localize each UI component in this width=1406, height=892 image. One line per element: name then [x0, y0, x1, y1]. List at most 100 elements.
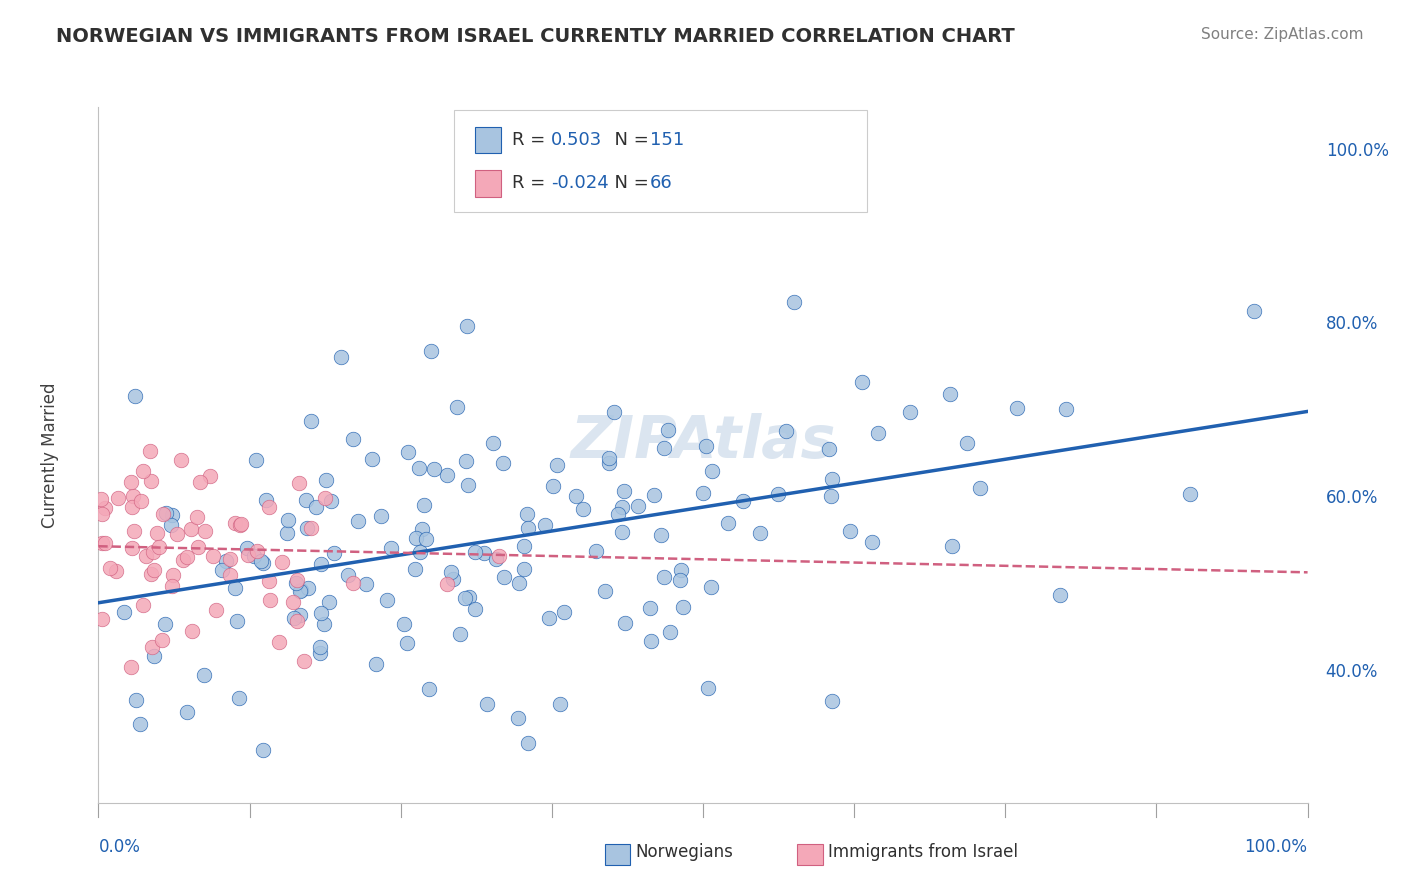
Point	[456, 319, 478, 334]
Point	[408, 460, 430, 475]
Point	[148, 540, 170, 554]
Point	[821, 694, 844, 708]
Point	[508, 575, 530, 590]
Point	[150, 632, 173, 647]
Text: -0.024: -0.024	[551, 174, 609, 193]
Point	[252, 557, 274, 571]
Point	[315, 473, 337, 487]
Point	[299, 415, 322, 429]
Point	[295, 493, 318, 508]
Point	[284, 576, 307, 591]
Point	[112, 605, 135, 619]
Text: ZIPAtlas: ZIPAtlas	[571, 412, 835, 469]
Point	[485, 551, 508, 566]
Text: Source: ZipAtlas.com: Source: ZipAtlas.com	[1201, 27, 1364, 42]
Point	[423, 461, 446, 475]
Point	[297, 521, 319, 535]
Point	[309, 606, 332, 620]
Text: N =: N =	[603, 174, 655, 193]
Point	[652, 442, 675, 456]
Point	[228, 691, 250, 706]
Point	[860, 534, 883, 549]
Point	[259, 592, 281, 607]
Point	[141, 567, 163, 582]
Point	[612, 525, 634, 540]
Point	[613, 484, 636, 499]
Point	[314, 491, 336, 505]
Point	[820, 489, 842, 503]
Point	[166, 527, 188, 541]
Point	[553, 605, 575, 619]
Point	[1243, 304, 1265, 318]
Point	[285, 573, 308, 587]
Point	[585, 544, 607, 558]
Text: Currently Married: Currently Married	[41, 382, 59, 528]
Point	[411, 522, 433, 536]
Point	[153, 616, 176, 631]
Point	[361, 451, 384, 466]
Point	[245, 543, 267, 558]
Point	[139, 474, 162, 488]
Point	[939, 386, 962, 401]
Point	[290, 583, 312, 598]
Point	[162, 508, 184, 523]
Point	[132, 598, 155, 612]
Point	[492, 456, 515, 470]
Text: 80.0%: 80.0%	[1326, 316, 1378, 334]
Point	[1180, 487, 1202, 501]
Point	[534, 517, 557, 532]
Point	[506, 711, 529, 725]
Point	[607, 507, 630, 521]
Text: R =: R =	[512, 174, 551, 193]
Point	[225, 614, 247, 628]
Point	[238, 548, 260, 562]
Point	[337, 568, 360, 582]
Point	[1005, 401, 1028, 416]
Point	[449, 626, 471, 640]
Point	[277, 513, 299, 527]
Point	[139, 444, 162, 458]
Point	[595, 584, 617, 599]
Point	[695, 439, 717, 453]
Point	[329, 351, 352, 365]
Point	[454, 454, 477, 468]
Point	[215, 554, 238, 568]
Point	[464, 602, 486, 616]
Point	[292, 655, 315, 669]
Point	[187, 541, 209, 555]
Point	[121, 500, 143, 515]
Point	[603, 405, 626, 419]
Text: Immigrants from Israel: Immigrants from Israel	[828, 843, 1018, 861]
Point	[394, 617, 416, 632]
Point	[672, 600, 695, 615]
Point	[851, 376, 873, 390]
Point	[657, 423, 679, 437]
Point	[396, 445, 419, 459]
Point	[143, 649, 166, 664]
Point	[135, 549, 157, 563]
Point	[224, 516, 246, 530]
Point	[287, 476, 309, 491]
Text: Norwegians: Norwegians	[636, 843, 734, 861]
Point	[650, 528, 672, 542]
Point	[90, 492, 112, 507]
Point	[464, 545, 486, 559]
Point	[281, 595, 304, 609]
Point	[716, 516, 738, 530]
Point	[308, 640, 330, 655]
Point	[446, 400, 468, 414]
Point	[610, 500, 633, 514]
Point	[121, 660, 143, 674]
Point	[257, 500, 280, 515]
Point	[548, 698, 571, 712]
Point	[129, 494, 152, 508]
Point	[775, 424, 797, 438]
Point	[155, 506, 177, 520]
Point	[541, 479, 564, 493]
Point	[146, 525, 169, 540]
Point	[122, 524, 145, 538]
Point	[969, 481, 991, 495]
Point	[287, 614, 309, 628]
Point	[91, 612, 114, 626]
Point	[91, 507, 114, 521]
